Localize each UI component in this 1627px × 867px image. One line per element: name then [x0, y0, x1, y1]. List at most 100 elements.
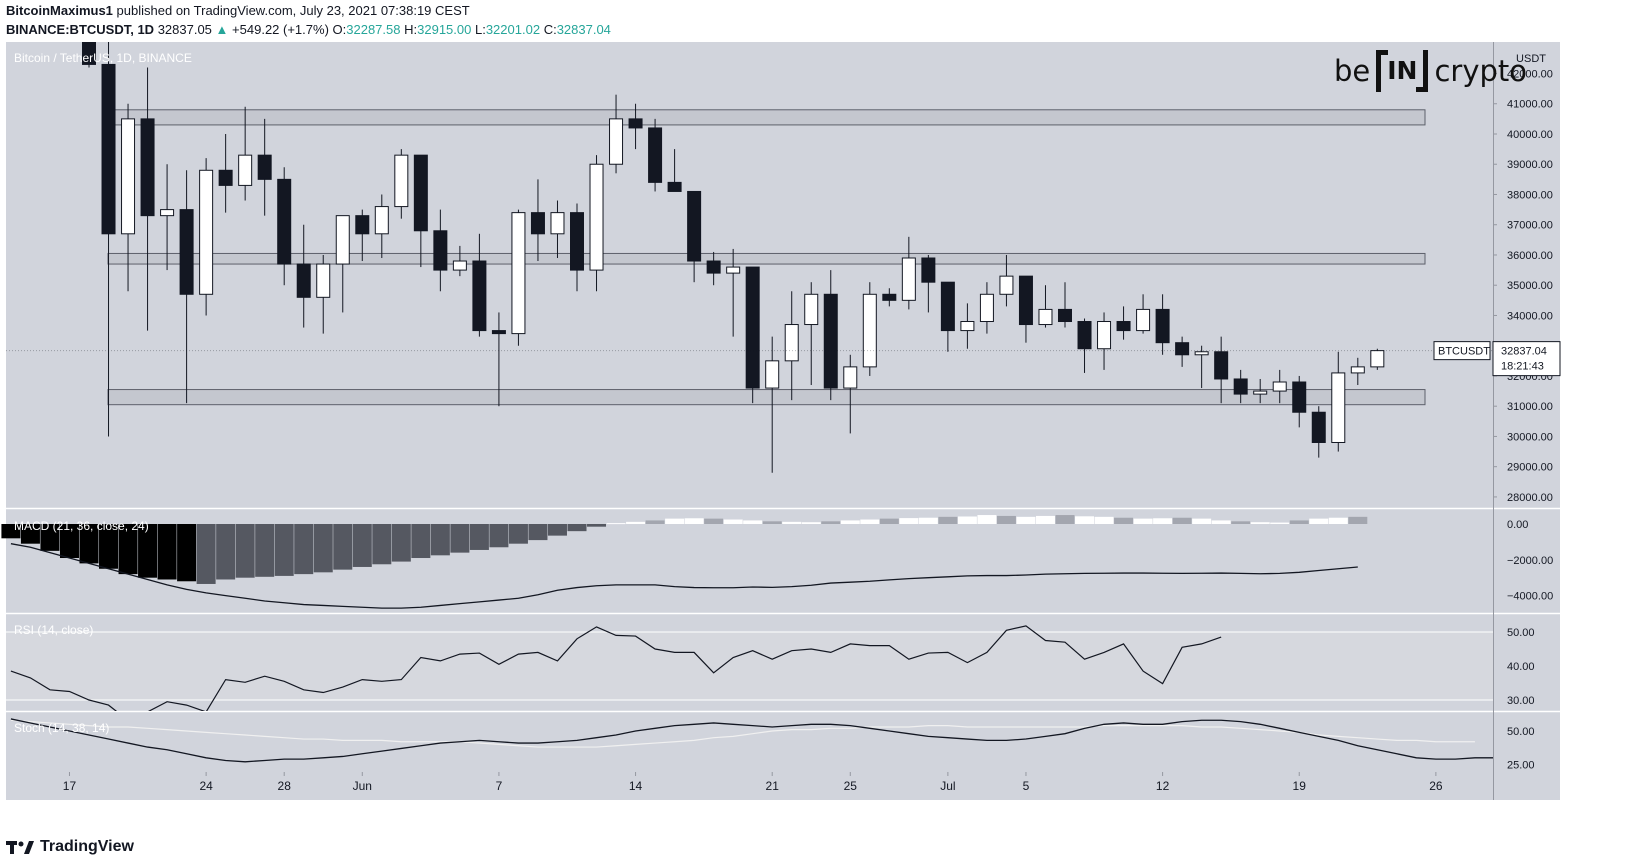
candle-down: [1292, 381, 1307, 413]
macd-histogram-bar: [59, 524, 79, 559]
candle-up: [784, 324, 799, 362]
stoch-tick-label: 50.00: [1507, 726, 1535, 738]
macd-histogram-bar: [1172, 517, 1192, 524]
time-tick-label: Jun: [353, 779, 372, 793]
macd-histogram-bar: [840, 520, 860, 524]
macd-pane-title: MACD (21, 36, close, 24): [14, 519, 149, 533]
macd-histogram-bar: [1094, 516, 1114, 524]
candle-up: [609, 118, 624, 165]
tradingview-brand: TradingView: [40, 838, 134, 855]
macd-tick-label: 0.00: [1507, 519, 1528, 531]
bar-countdown: 18:21:43: [1501, 361, 1544, 373]
symbol-tag-bg: [1433, 341, 1491, 361]
price-tick-label: 35000.00: [1507, 280, 1553, 292]
time-tick-label: 5: [1023, 779, 1030, 793]
macd-histogram-bar: [528, 524, 548, 541]
rsi-line: [10, 625, 1222, 711]
candle-down: [413, 154, 428, 232]
macd-histogram-bar: [782, 521, 802, 524]
macd-histogram-bar: [508, 524, 528, 544]
macd-histogram-bar: [1114, 517, 1134, 524]
candle-down: [921, 257, 936, 283]
price-tick-label: 28000.00: [1507, 492, 1553, 504]
candle-up: [316, 263, 331, 298]
macd-histogram-bar: [138, 524, 158, 578]
symbol-label: BINANCE:BTCUSDT, 1D: [6, 22, 155, 37]
candle-down: [745, 266, 760, 389]
candle-up: [1370, 350, 1385, 368]
candle-up: [1194, 351, 1209, 356]
pane-bg-3: [6, 712, 1493, 772]
macd-histogram-bar: [899, 518, 919, 524]
candle-up: [804, 293, 819, 326]
stoch-pane-title: Stoch (14, 38, 14): [14, 721, 109, 735]
price-tick-label: 30000.00: [1507, 431, 1553, 443]
candle-up: [726, 266, 741, 274]
candle-up: [843, 366, 858, 389]
candle-up: [1350, 366, 1365, 374]
candle-up: [960, 321, 975, 332]
rsi-tick-label: 40.00: [1507, 661, 1535, 673]
candle-down: [1214, 351, 1229, 380]
candle-up: [335, 215, 350, 265]
candle-down: [1116, 321, 1131, 332]
macd-histogram-bar: [938, 516, 958, 524]
candle-up: [1136, 308, 1151, 332]
candle-up: [1038, 308, 1053, 326]
close-value: 32837.04: [556, 22, 611, 37]
candles-group: [82, 42, 1385, 473]
macd-histogram-bar: [1328, 517, 1348, 524]
macd-histogram-bar: [1035, 515, 1055, 524]
candle-up: [979, 293, 994, 323]
candle-down: [472, 260, 487, 332]
macd-histogram-bar: [1211, 520, 1231, 524]
candle-up: [199, 169, 214, 295]
candle-down: [101, 63, 116, 235]
high-label: H:: [404, 22, 418, 37]
candle-down: [179, 209, 194, 295]
macd-histogram-bar: [860, 519, 880, 524]
macd-histogram-bar: [665, 518, 685, 524]
publish-header: BitcoinMaximus1 published on TradingView…: [6, 3, 470, 18]
macd-histogram-bar: [567, 524, 587, 532]
macd-histogram-bar: [274, 524, 294, 576]
macd-histogram-bar: [411, 524, 431, 559]
rsi-tick-label: 50.00: [1507, 627, 1535, 639]
tradingview-logo-icon: [6, 841, 34, 854]
time-tick-label: 26: [1429, 779, 1443, 793]
candle-down: [491, 330, 506, 335]
rsi-band: [6, 632, 1493, 700]
candle-down: [706, 260, 721, 274]
macd-histogram-bar: [1289, 520, 1309, 524]
author-name[interactable]: BitcoinMaximus1: [6, 3, 113, 18]
candle-down: [1233, 378, 1248, 395]
candle-up: [121, 118, 136, 235]
candle-up: [1331, 372, 1346, 443]
candle-down: [823, 293, 838, 389]
candle-up: [452, 260, 467, 271]
macd-histogram-bar: [1192, 518, 1212, 524]
price-tick-label: 36000.00: [1507, 250, 1553, 262]
tradingview-footer[interactable]: TradingView: [6, 838, 134, 856]
low-value: 32201.02: [485, 22, 541, 37]
macd-histogram-bar: [79, 524, 99, 564]
publish-info: published on TradingView.com, July 23, 2…: [116, 3, 470, 18]
low-label: L:: [474, 22, 486, 37]
time-tick-label: 19: [1293, 779, 1307, 793]
time-tick-label: Jul: [940, 779, 955, 793]
macd-histogram-bar: [977, 515, 997, 524]
macd-histogram-bar: [430, 524, 450, 556]
candle-up: [550, 212, 565, 235]
price-tick-label: 40000.00: [1507, 129, 1553, 141]
last-price: 32837.05: [157, 22, 212, 37]
time-tick-label: 7: [496, 779, 503, 793]
candle-up: [862, 293, 877, 368]
candle-down: [355, 215, 370, 235]
macd-tick-label: −2000.00: [1507, 555, 1553, 567]
candle-up: [1097, 321, 1112, 350]
macd-histogram-bar: [918, 517, 938, 524]
logo-in: IN: [1376, 50, 1429, 92]
macd-histogram-bar: [1055, 515, 1075, 524]
candle-up: [511, 212, 526, 335]
